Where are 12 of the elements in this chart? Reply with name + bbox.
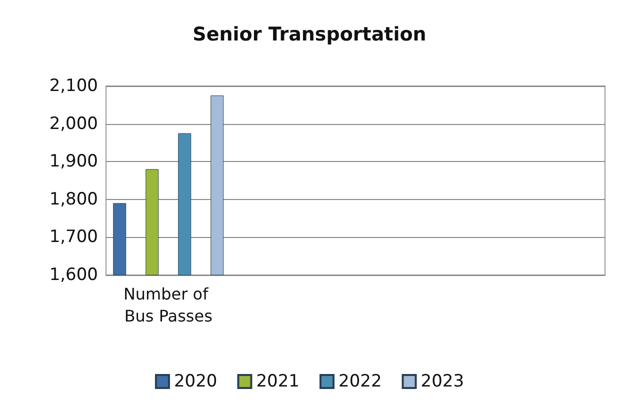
legend-label: 2021 xyxy=(256,372,300,392)
x-tick-label: Number of Bus Passes xyxy=(123,284,214,326)
legend-label: 2020 xyxy=(174,372,218,392)
legend-label: 2023 xyxy=(420,372,464,392)
y-tick-label: 1,900 xyxy=(49,152,98,172)
y-tick-label: 2,000 xyxy=(49,114,98,134)
chart-title: Senior Transportation xyxy=(192,24,426,46)
y-tick-label: 2,100 xyxy=(49,76,98,96)
legend-label: 2022 xyxy=(338,372,382,392)
y-tick-label: 1,800 xyxy=(49,189,98,210)
y-tick-label: 1,600 xyxy=(49,265,98,285)
y-tick-label: 1,700 xyxy=(49,227,98,248)
